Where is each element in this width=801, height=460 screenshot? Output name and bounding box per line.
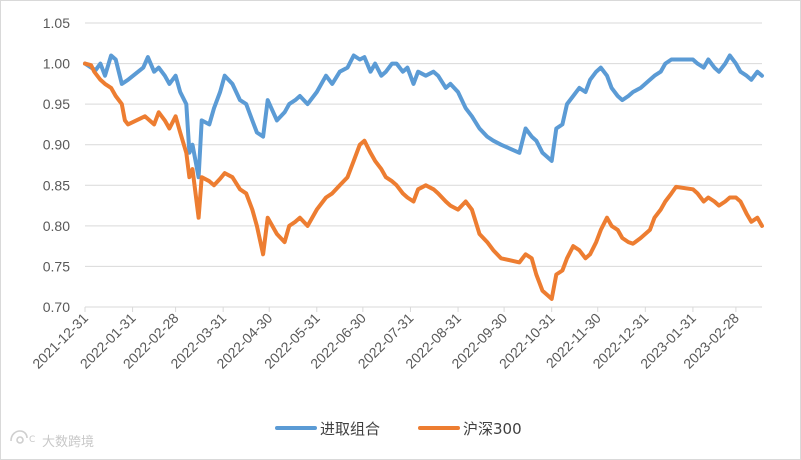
watermark: C 大数跨境 bbox=[10, 430, 94, 450]
legend-label: 进取组合 bbox=[320, 420, 380, 438]
series-line-1 bbox=[83, 61, 764, 301]
y-tick-label: 1.00 bbox=[43, 56, 70, 72]
legend: 进取组合 沪深300 bbox=[275, 420, 522, 438]
x-axis: 2021-12-312022-01-312022-02-282022-03-31… bbox=[29, 307, 742, 372]
watermark-text: 大数跨境 bbox=[42, 435, 94, 450]
y-tick-label: 0.85 bbox=[43, 177, 70, 193]
y-tick-label: 1.05 bbox=[43, 15, 70, 31]
series-line-0 bbox=[83, 53, 764, 180]
gridlines bbox=[85, 22, 762, 308]
y-axis: 0.70 0.75 0.80 0.85 0.90 0.95 1.00 1.05 bbox=[43, 15, 70, 315]
svg-text:C: C bbox=[29, 435, 35, 445]
y-tick-label: 0.75 bbox=[43, 258, 70, 274]
y-tick-label: 0.70 bbox=[43, 299, 70, 315]
y-tick-label: 0.90 bbox=[43, 137, 70, 153]
legend-label: 沪深300 bbox=[463, 420, 522, 438]
series-lines bbox=[83, 53, 764, 301]
y-tick-label: 0.80 bbox=[43, 218, 70, 234]
y-tick-label: 0.95 bbox=[43, 96, 70, 112]
logo-icon: C bbox=[10, 430, 35, 445]
